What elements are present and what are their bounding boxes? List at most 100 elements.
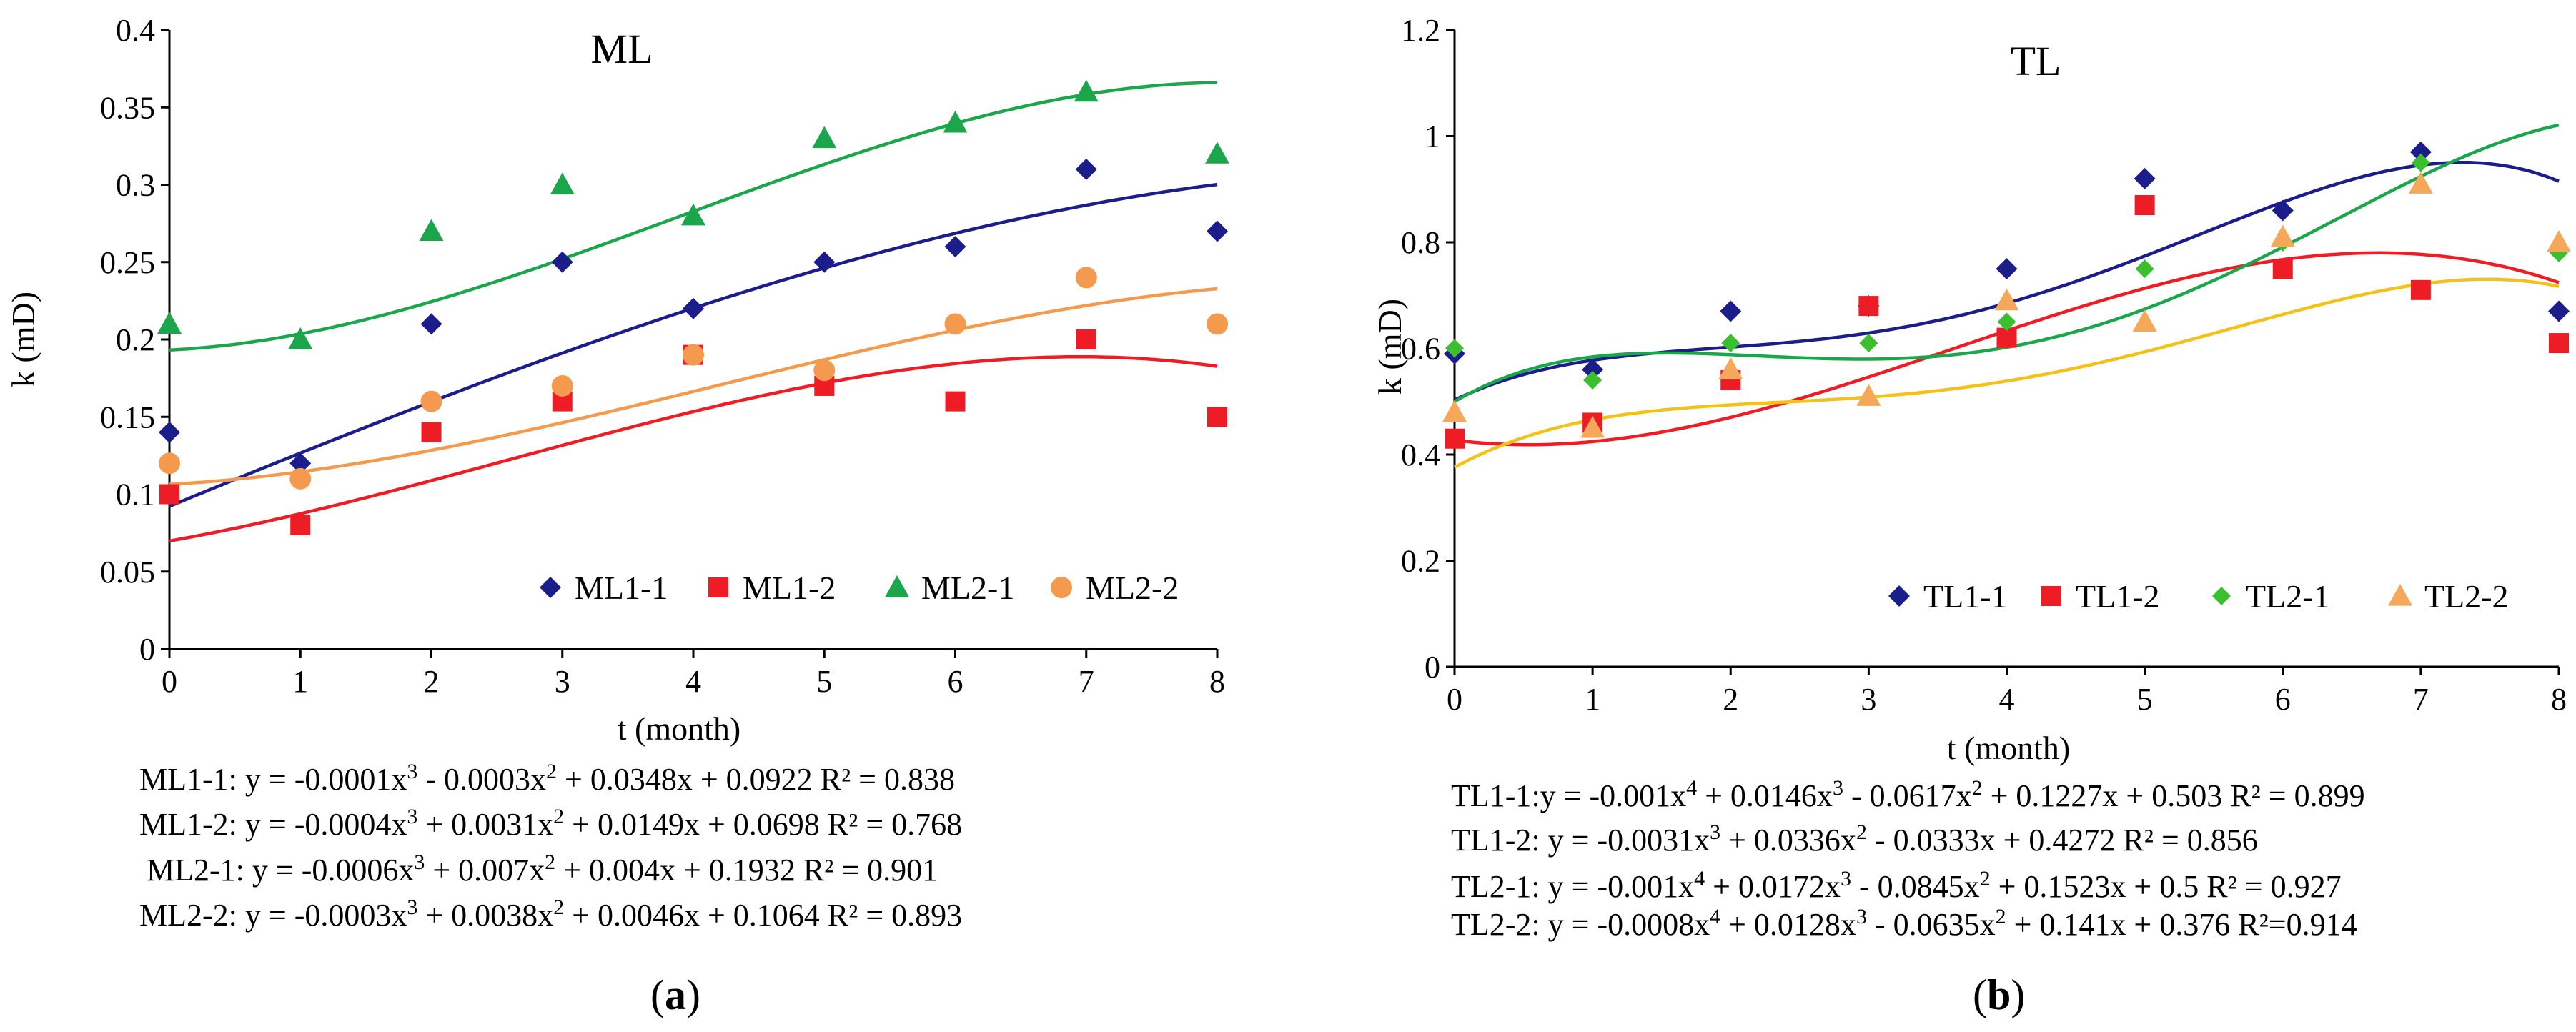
data-point-ML2-2 <box>159 452 180 475</box>
data-point-TL2-2 <box>2408 172 2433 194</box>
data-point-TL2-2 <box>1856 384 1881 406</box>
y-tick-label: 0.4 <box>1401 437 1440 472</box>
data-point-ML2-1 <box>812 126 837 149</box>
data-point-ML2-1 <box>1074 79 1099 102</box>
y-tick-label: 1.2 <box>1401 13 1440 48</box>
data-point-ML2-1 <box>943 110 968 133</box>
x-tick-label: 6 <box>948 664 963 699</box>
data-point-TL1-2 <box>2549 333 2569 354</box>
y-tick-label: 0.2 <box>116 322 155 357</box>
x-tick-label: 1 <box>292 664 308 699</box>
chart-title: ML <box>591 26 653 72</box>
data-point-TL1-1 <box>2134 167 2156 189</box>
data-point-TL1-1 <box>2548 300 2570 322</box>
data-point-ML2-1 <box>550 172 575 195</box>
legend-label-ML1-2: ML1-2 <box>743 570 836 606</box>
equation-TL1-2: TL1-2: y = -0.0031x3 + 0.0336x2 - 0.0333… <box>1451 820 2258 858</box>
legend-label-ML2-1: ML2-1 <box>921 570 1014 606</box>
data-point-TL2-1 <box>1721 334 1740 353</box>
data-point-TL1-1 <box>1582 359 1604 381</box>
data-point-TL1-2 <box>1445 428 1465 449</box>
data-point-ML2-1 <box>288 327 313 349</box>
data-point-ML2-1 <box>157 312 182 334</box>
y-tick-label: 0 <box>139 632 155 667</box>
y-tick-label: 1 <box>1425 119 1440 154</box>
data-point-ML2-2 <box>944 313 966 335</box>
legend-label-TL1-2: TL1-2 <box>2076 578 2160 615</box>
y-tick-label: 0 <box>1425 650 1440 685</box>
data-point-ML2-2 <box>683 344 704 366</box>
data-point-TL2-2 <box>1718 357 1743 379</box>
data-point-ML1-1 <box>1207 220 1228 242</box>
data-point-TL2-1 <box>1445 339 1464 358</box>
legend-marker-ML1-1 <box>540 577 561 598</box>
data-point-ML1-2 <box>421 422 442 442</box>
x-tick-label: 8 <box>1209 664 1225 699</box>
data-point-ML2-2 <box>813 359 836 382</box>
x-tick-label: 7 <box>2413 682 2429 717</box>
data-point-ML1-1 <box>289 452 312 475</box>
y-tick-label: 0.3 <box>116 168 155 203</box>
legend-marker-TL2-1 <box>2212 587 2231 605</box>
data-point-ML2-2 <box>551 374 573 397</box>
data-point-ML1-1 <box>813 251 836 273</box>
x-tick-label: 3 <box>1861 682 1876 717</box>
data-point-TL2-1 <box>1997 312 2016 332</box>
data-point-ML2-1 <box>1205 142 1229 164</box>
data-point-TL2-1 <box>2411 153 2430 172</box>
y-tick-label: 0.35 <box>100 90 155 125</box>
legend-marker-TL2-2 <box>2388 584 2412 606</box>
x-tick-label: 4 <box>685 664 701 699</box>
legend-label-TL1-1: TL1-1 <box>1923 578 2008 615</box>
y-axis-label: k (mD) <box>1372 299 1408 395</box>
panel-label: (a) <box>650 971 700 1018</box>
data-point-TL2-1 <box>2135 259 2154 279</box>
data-point-TL1-1 <box>2272 199 2294 222</box>
legend-label-ML2-2: ML2-2 <box>1086 570 1179 606</box>
chart-panel-b: 0 0.2 0.4 0.6 0.8 1 1.2 0 1 2 3 4 5 6 7 8 TL t (month) k (… <box>1372 13 2571 1018</box>
equation-ML1-2: ML1-2: y = -0.0004x3 + 0.0031x2 + 0.0149… <box>139 805 962 842</box>
trendline-TL2-2 <box>1453 277 2560 469</box>
data-point-TL1-1 <box>2409 141 2432 163</box>
x-tick-label: 2 <box>424 664 440 699</box>
data-point-TL2-1 <box>1583 371 1602 390</box>
legend-marker-ML1-2 <box>708 577 728 597</box>
y-tick-label: 0.15 <box>100 400 155 435</box>
equation-ML2-1: ML2-1: y = -0.0006x3 + 0.007x2 + 0.004x … <box>147 850 938 888</box>
legend-label-TL2-2: TL2-2 <box>2424 578 2509 615</box>
y-tick-label: 0.05 <box>100 555 155 590</box>
y-tick-label: 0.2 <box>1401 544 1440 579</box>
data-point-TL2-1 <box>1859 334 1878 353</box>
data-point-TL1-2 <box>2134 195 2155 216</box>
x-tick-label: 3 <box>555 664 570 699</box>
y-tick-label: 0.25 <box>100 245 155 280</box>
data-point-TL2-2 <box>1442 400 1467 422</box>
data-point-TL1-1 <box>1996 258 2018 280</box>
data-point-ML1-1 <box>944 236 966 258</box>
data-point-ML1-1 <box>420 313 442 335</box>
data-point-ML1-2 <box>945 391 966 412</box>
data-point-ML1-1 <box>683 297 704 319</box>
x-tick-label: 2 <box>1723 682 1738 717</box>
data-point-ML2-2 <box>289 467 312 490</box>
data-point-ML1-2 <box>1207 407 1227 427</box>
data-point-ML1-1 <box>551 251 573 273</box>
trendline-ML1-2 <box>169 354 1218 543</box>
x-axis-label: t (month) <box>618 710 740 747</box>
data-point-ML1-2 <box>290 515 311 535</box>
y-tick-label: 0.1 <box>116 477 155 512</box>
data-point-TL2-2 <box>1994 288 2019 311</box>
data-point-TL1-1 <box>1720 300 1742 322</box>
data-point-TL2-2 <box>2270 224 2295 247</box>
legend-label-ML1-1: ML1-1 <box>575 570 668 606</box>
data-point-ML2-1 <box>419 219 444 242</box>
data-point-TL1-2 <box>2272 259 2293 279</box>
legend-marker-ML2-1 <box>885 575 909 597</box>
x-tick-label: 4 <box>1999 682 2015 717</box>
trendline-ML2-2 <box>169 287 1218 486</box>
legend-marker-ML2-2 <box>1051 577 1072 598</box>
equation-ML1-1: ML1-1: y = -0.0001x3 - 0.0003x2 + 0.0348… <box>139 760 955 797</box>
equation-TL2-2: TL2-2: y = -0.0008x4 + 0.0128x3 - 0.0635… <box>1451 905 2357 942</box>
equation-TL2-1: TL2-1: y = -0.001x4 + 0.0172x3 - 0.0845x… <box>1451 867 2342 904</box>
